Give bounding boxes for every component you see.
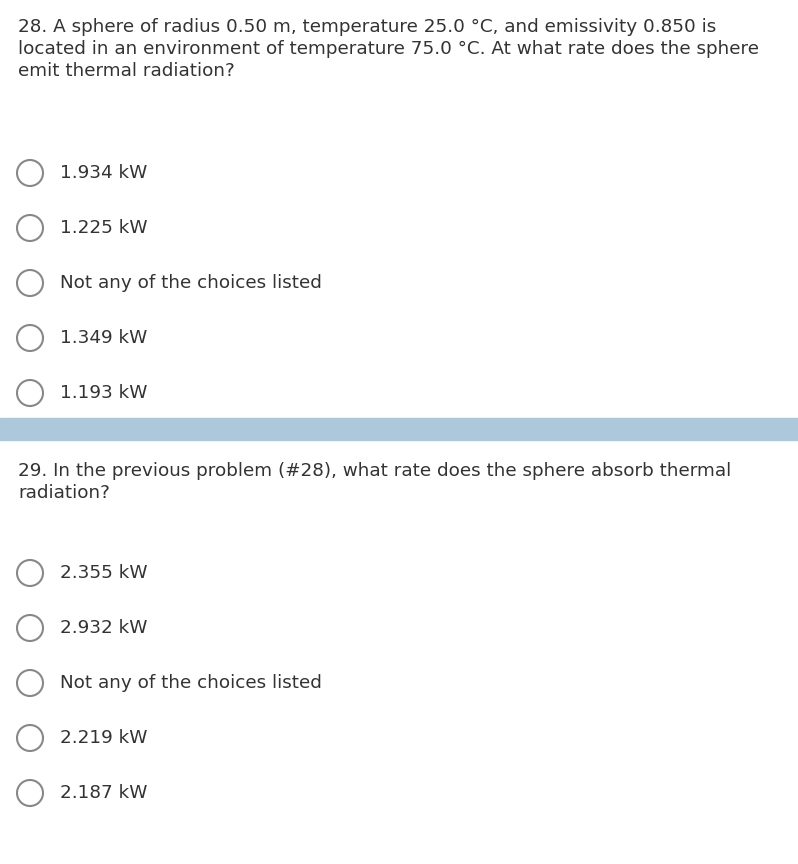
Text: 1.193 kW: 1.193 kW	[60, 384, 148, 402]
Text: 2.187 kW: 2.187 kW	[60, 784, 148, 802]
Text: radiation?: radiation?	[18, 484, 110, 502]
Text: located in an environment of temperature 75.0 °C. At what rate does the sphere: located in an environment of temperature…	[18, 40, 759, 58]
Text: 28. A sphere of radius 0.50 m, temperature 25.0 °C, and emissivity 0.850 is: 28. A sphere of radius 0.50 m, temperatu…	[18, 18, 717, 36]
Text: 2.219 kW: 2.219 kW	[60, 729, 148, 747]
Text: 1.225 kW: 1.225 kW	[60, 219, 148, 237]
Text: Not any of the choices listed: Not any of the choices listed	[60, 674, 322, 692]
Text: 2.932 kW: 2.932 kW	[60, 619, 148, 637]
Text: 1.934 kW: 1.934 kW	[60, 164, 148, 182]
Text: 29. In the previous problem (#28), what rate does the sphere absorb thermal: 29. In the previous problem (#28), what …	[18, 462, 731, 480]
Text: Not any of the choices listed: Not any of the choices listed	[60, 274, 322, 292]
Text: emit thermal radiation?: emit thermal radiation?	[18, 62, 235, 80]
Text: 1.349 kW: 1.349 kW	[60, 329, 148, 347]
Text: 2.355 kW: 2.355 kW	[60, 564, 148, 582]
Bar	[0, 418, 798, 440]
